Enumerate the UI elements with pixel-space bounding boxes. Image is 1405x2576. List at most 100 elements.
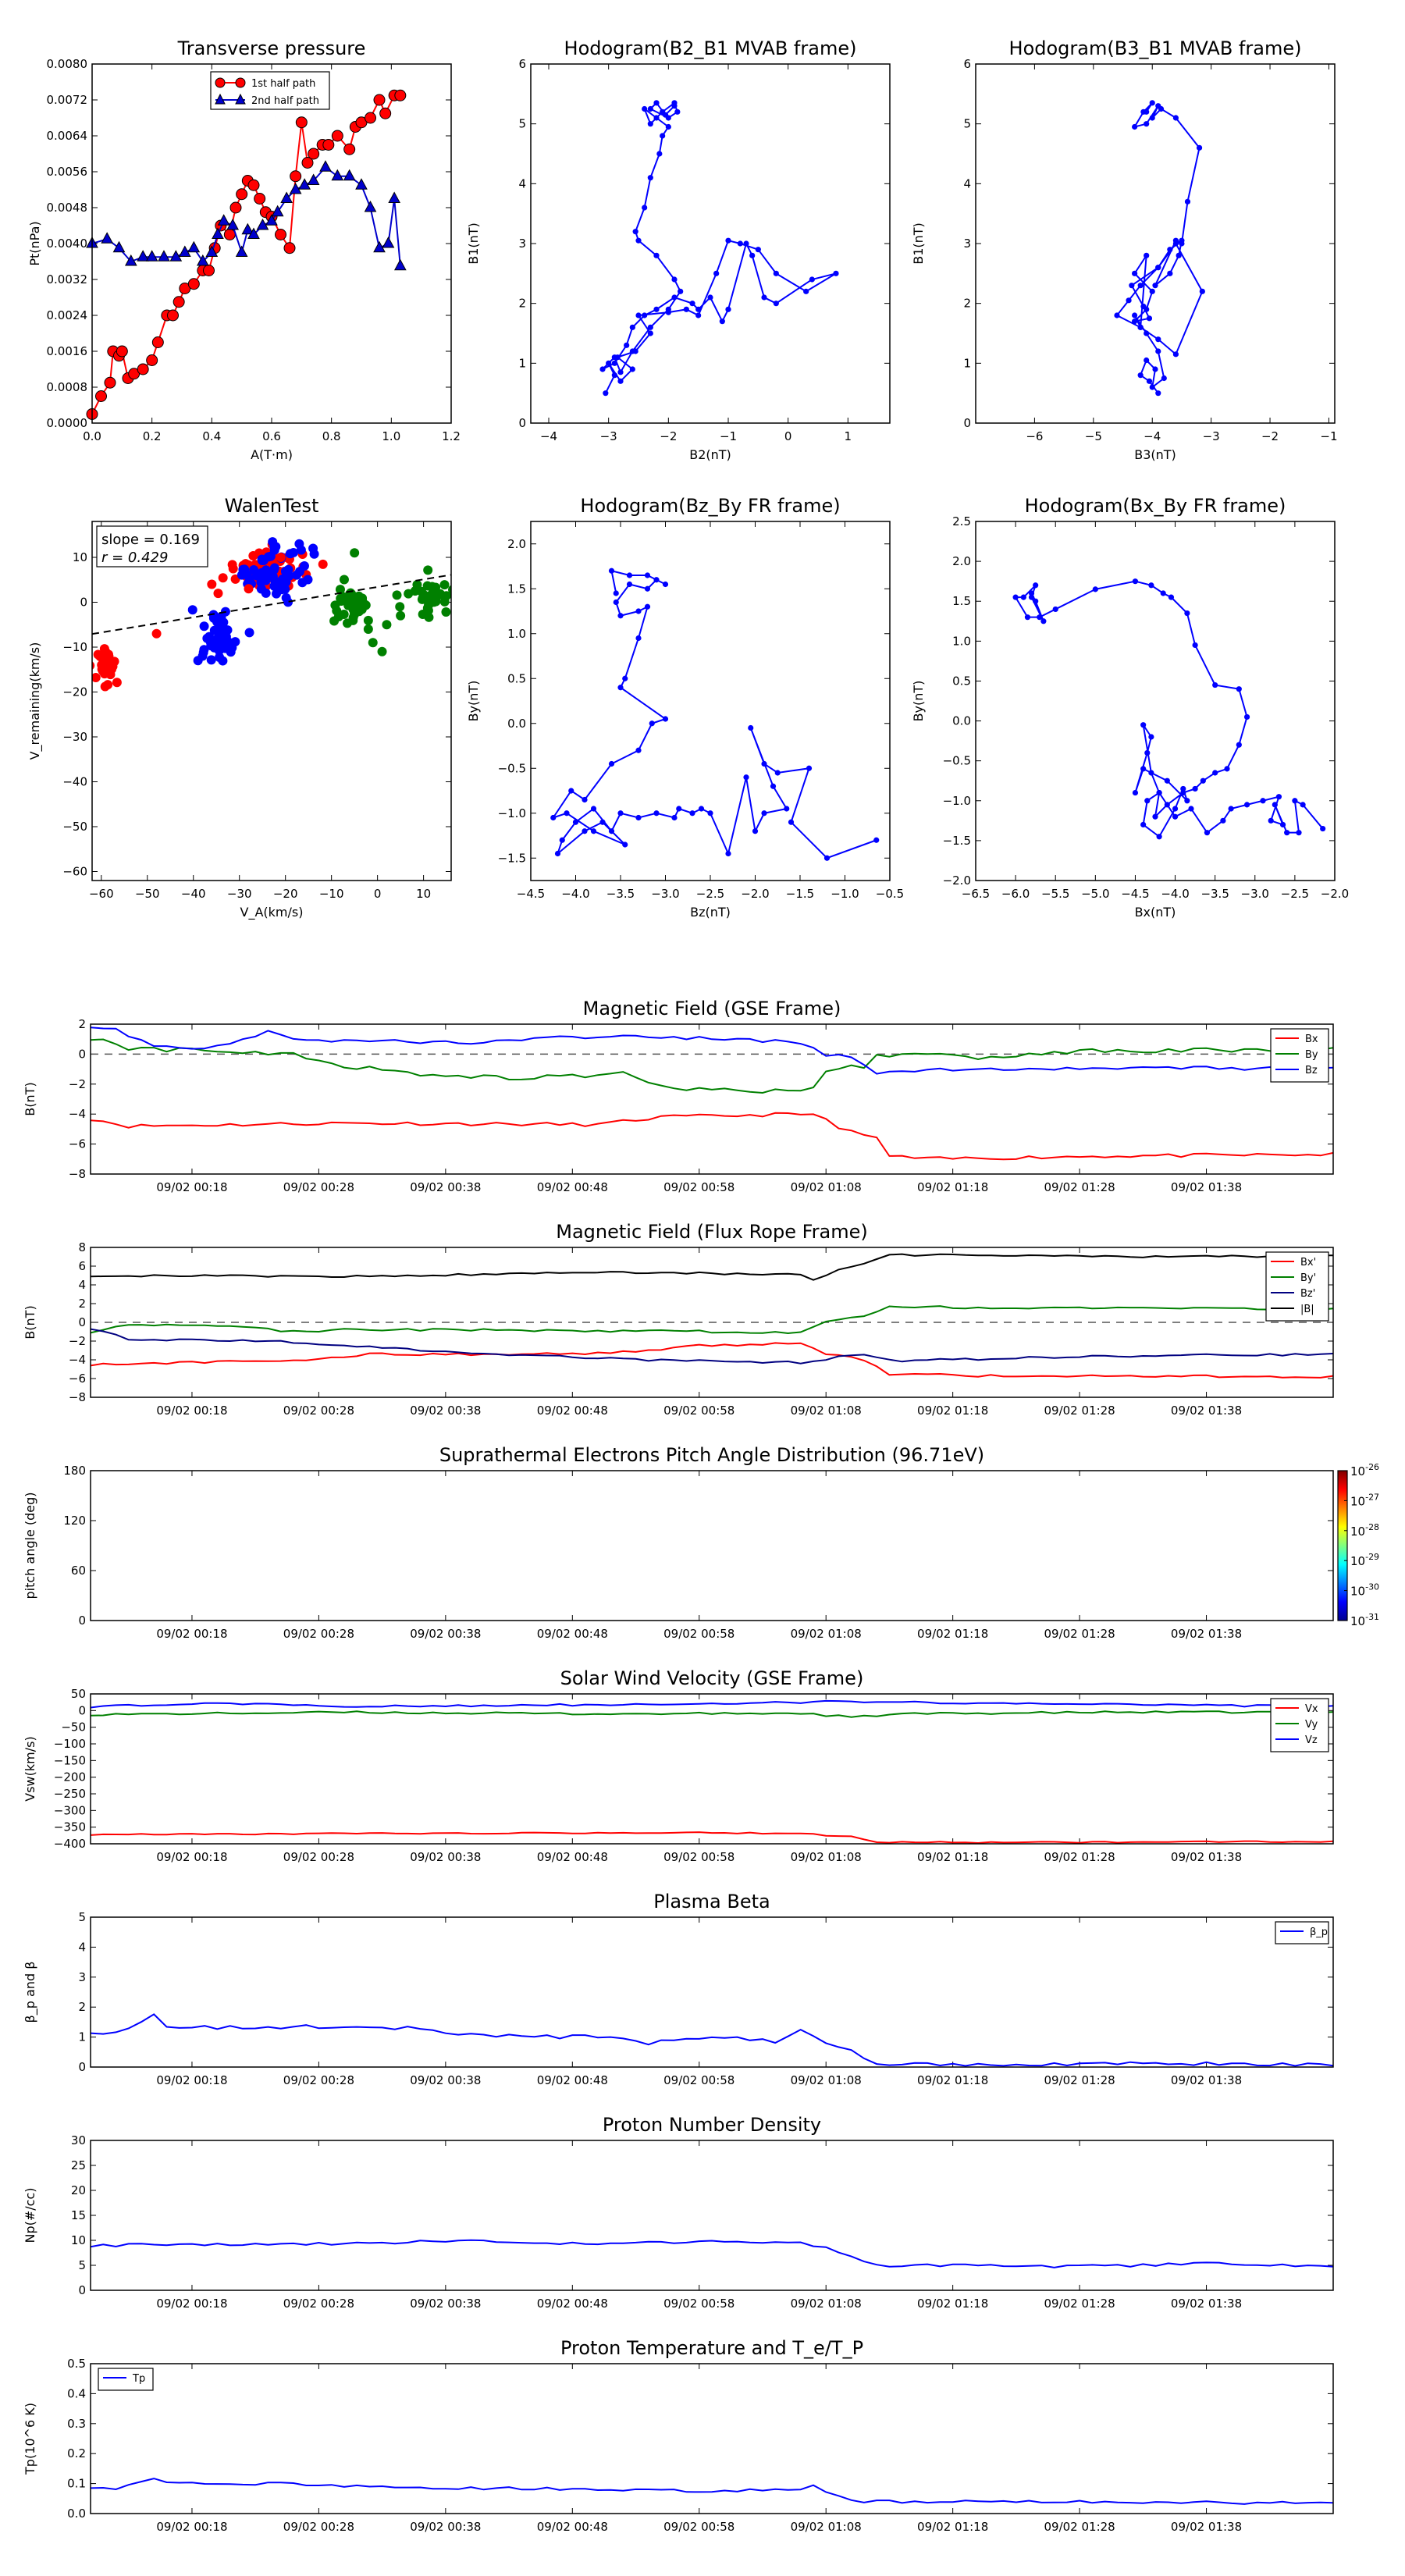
colorbar-label: 10-28 [1350,1522,1379,1539]
data-point [1168,594,1175,600]
data-point [1155,265,1161,271]
data-point [653,115,660,121]
x-tick-label: −3 [1203,429,1220,443]
data-point [269,564,279,575]
x-tick-label: 1.0 [382,429,400,443]
y-tick-label: 60 [71,1564,86,1578]
data-point [606,360,612,366]
plot-frame [975,63,1336,424]
x-axis-label: B2(nT) [689,447,731,462]
panel-title: Hodogram(B2_B1 MVAB frame) [564,37,857,59]
data-point [355,178,368,190]
x-tick-label: 09/02 01:18 [917,2297,988,2311]
panel-title: Suprathermal Electrons Pitch Angle Distr… [439,1444,984,1466]
hodogram-path [551,569,877,859]
data-point [833,270,839,276]
y-tick-label: 3 [78,1970,86,1984]
data-point [145,250,158,262]
data-point [1152,283,1158,289]
y-tick-label: 30 [71,2133,86,2147]
x-tick-label: 09/02 01:18 [917,1627,988,1641]
y-tick-label: 0.3 [67,2417,86,2431]
y-tick-label: −1.5 [943,834,971,848]
data-point [774,770,781,776]
data-point [647,105,653,112]
data-point [448,585,451,594]
y-tick-label: −60 [62,865,87,879]
data-point [1114,312,1120,318]
y-tick-label: 1.5 [507,582,526,596]
data-point [248,551,258,561]
data-point [590,806,597,812]
panel-title: Transverse pressure [177,37,366,59]
legend: Bx By Bz [1270,1028,1329,1083]
y-tick-label: 2 [78,1297,86,1311]
y-tick-label: 50 [71,1687,86,1701]
data-point [599,366,606,372]
x-tick-label: 09/02 00:28 [283,1850,354,1864]
data-point [227,560,237,570]
y-tick-label: 5 [518,117,526,131]
data-point [1155,103,1161,109]
x-tick-label: 09/02 01:18 [917,1850,988,1864]
x-tick-label: 09/02 00:48 [537,1404,608,1418]
plot-frame [90,2363,1334,2514]
y-tick-label: 0 [78,2283,86,2297]
y-axis-label: B1(nT) [911,222,926,265]
data-point [230,637,240,647]
series-line-2 [91,1038,1333,1094]
data-point [608,828,615,834]
data-point [379,107,392,119]
data-point [653,100,660,106]
data-point [568,788,574,794]
data-point [761,810,767,817]
data-point [1179,240,1185,247]
x-tick-label: 09/02 00:18 [156,1627,227,1641]
data-point [665,123,671,130]
y-tick-label: −300 [54,1803,86,1817]
data-point [269,581,279,591]
legend-label: |B| [1300,1304,1314,1315]
x-tick-label: 09/02 00:38 [410,1850,481,1864]
x-tick-label: −3.5 [606,887,635,901]
y-tick-label: −2 [69,1334,86,1348]
data-point [101,232,114,244]
data-point [873,837,880,843]
y-axis-label: pitch angle (deg) [23,1492,37,1599]
y-tick-label: 1.0 [952,634,971,648]
y-tick-label: −2.0 [943,873,971,888]
data-point [617,810,624,817]
x-tick-label: 09/02 00:48 [537,1850,608,1864]
colorbar-label: 10-30 [1350,1582,1379,1599]
data-point [1172,237,1179,244]
y-tick-label: 0.0016 [47,344,88,358]
data-point [373,94,386,106]
y-tick-label: 0.2 [67,2446,86,2460]
data-point [1243,713,1250,720]
x-tick-label: 09/02 00:28 [283,1404,354,1418]
data-point [254,193,266,205]
y-tick-label: 0.5 [952,674,971,688]
data-point [104,376,116,389]
annotation-slope: slope = 0.169 [101,532,200,548]
data-point [212,227,224,239]
hodogram-b3-b1-panel: Hodogram(B3_B1 MVAB frame) −6 −5 −4 −3 −2 −1 0 1… [911,37,1338,462]
x-tick-label: 09/02 00:18 [156,1180,227,1194]
panel-title: Plasma Beta [653,1891,770,1912]
x-tick-label: −60 [89,887,114,901]
fit-line [92,574,451,635]
data-point [1204,830,1211,836]
y-tick-label: 2 [78,2000,86,2014]
data-point [671,276,678,283]
data-point [1220,817,1226,824]
data-point [662,112,669,118]
x-tick-label: −2 [660,429,677,443]
data-point [635,608,642,614]
data-point [1200,777,1206,784]
y-tick-label: 0.4 [67,2386,86,2400]
legend-marker [215,93,226,105]
data-point [219,624,229,634]
y-tick-label: 0.0072 [47,93,88,107]
data-point [613,599,619,606]
data-point [196,254,209,266]
